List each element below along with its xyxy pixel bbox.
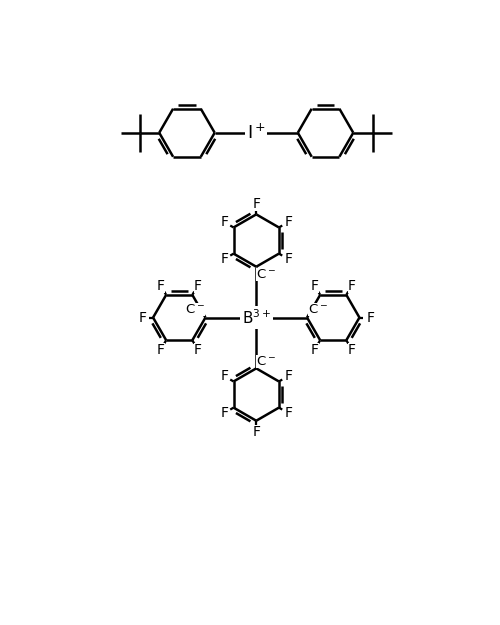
Text: F: F [194,279,202,292]
Text: C$^-$: C$^-$ [256,268,276,281]
Text: F: F [220,215,228,229]
Text: F: F [220,252,228,266]
Text: B$^{3+}$: B$^{3+}$ [242,308,271,327]
Text: F: F [284,252,292,266]
Text: F: F [348,342,356,356]
Text: F: F [284,369,292,383]
Text: F: F [284,406,292,420]
Text: F: F [252,197,260,211]
Text: F: F [284,215,292,229]
Text: F: F [138,311,146,324]
Text: F: F [252,424,260,439]
Text: F: F [220,369,228,383]
Text: F: F [220,406,228,420]
Text: F: F [157,342,165,356]
Text: F: F [311,342,319,356]
Text: I$^+$: I$^+$ [246,123,266,142]
Text: F: F [157,279,165,292]
Text: C$^-$: C$^-$ [308,302,328,316]
Text: F: F [194,342,202,356]
Text: C$^-$: C$^-$ [184,302,204,316]
Text: F: F [311,279,319,292]
Text: C$^-$: C$^-$ [256,354,276,367]
Text: F: F [366,311,374,324]
Text: F: F [348,279,356,292]
